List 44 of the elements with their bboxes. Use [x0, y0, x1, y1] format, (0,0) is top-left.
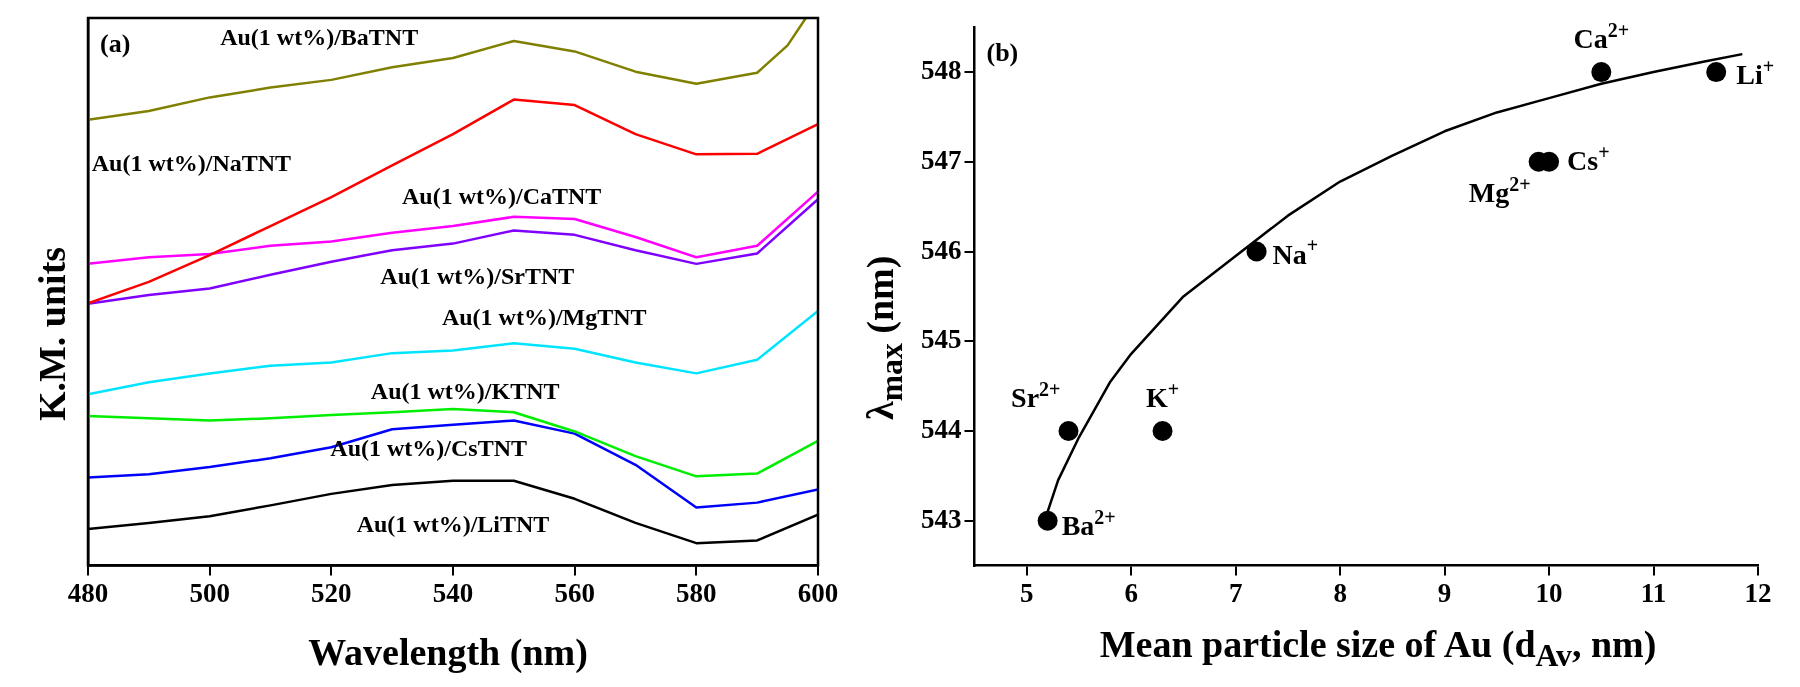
series-label: Au(1 wt%)/SrTNT — [380, 262, 575, 289]
series-label: Au(1 wt%)/CsTNT — [330, 435, 528, 462]
point — [1037, 510, 1058, 531]
series-label: Au(1 wt%)/CaTNT — [402, 183, 602, 210]
annotation: Li+ — [1736, 54, 1775, 91]
x-tick-label: 560 — [554, 577, 595, 608]
series-label: Au(1 wt%)/BaTNT — [220, 24, 419, 51]
annotation: K+ — [1145, 377, 1180, 413]
y-tick-label: 547 — [921, 144, 962, 175]
x-axis-title: Wavelength (nm) — [307, 630, 589, 674]
x-tick-label: 500 — [189, 577, 230, 608]
x-tick-label: 11 — [1640, 577, 1667, 608]
x-tick-label: 520 — [311, 577, 352, 608]
series-label: Au(1 wt%)/NaTNT — [91, 150, 292, 177]
x-tick-label: 12 — [1744, 577, 1772, 608]
y-tick-label: 546 — [921, 234, 962, 265]
annotation: Cs+ — [1567, 140, 1610, 176]
x-tick-label: 9 — [1437, 577, 1452, 608]
point — [1246, 241, 1267, 262]
y-tick-label: 544 — [921, 413, 962, 444]
x-tick-label: 580 — [676, 577, 717, 608]
x-tick-label: 7 — [1228, 577, 1243, 608]
x-tick-label: 10 — [1535, 577, 1563, 608]
annotation: (b) — [986, 38, 1019, 68]
x-tick-label: 540 — [432, 577, 474, 608]
series-label: Au(1 wt%)/LiTNT — [356, 510, 550, 537]
y-tick-label: 543 — [921, 503, 962, 534]
point — [1058, 421, 1079, 441]
y-tick-label: 548 — [921, 55, 962, 86]
annotation: Na+ — [1272, 234, 1319, 270]
x-tick-label: 600 — [797, 577, 839, 608]
point — [1152, 421, 1173, 441]
series-label: Au(1 wt%)/KTNT — [370, 377, 560, 404]
x-tick-label: 6 — [1124, 577, 1138, 608]
point — [1706, 62, 1727, 83]
point — [1591, 62, 1612, 83]
annotation: (a) — [100, 29, 131, 58]
x-tick-label: 8 — [1333, 577, 1347, 608]
x-tick-label: 5 — [1019, 577, 1034, 608]
y-tick-label: 545 — [921, 324, 962, 355]
x-axis-title: Mean particle size of Au (d$_{Av}$, nm) — [1098, 622, 1658, 674]
y-axis-title: K.M. units — [30, 246, 74, 422]
series-label: Au(1 wt%)/MgTNT — [441, 303, 647, 330]
x-tick-label: 480 — [67, 577, 109, 608]
